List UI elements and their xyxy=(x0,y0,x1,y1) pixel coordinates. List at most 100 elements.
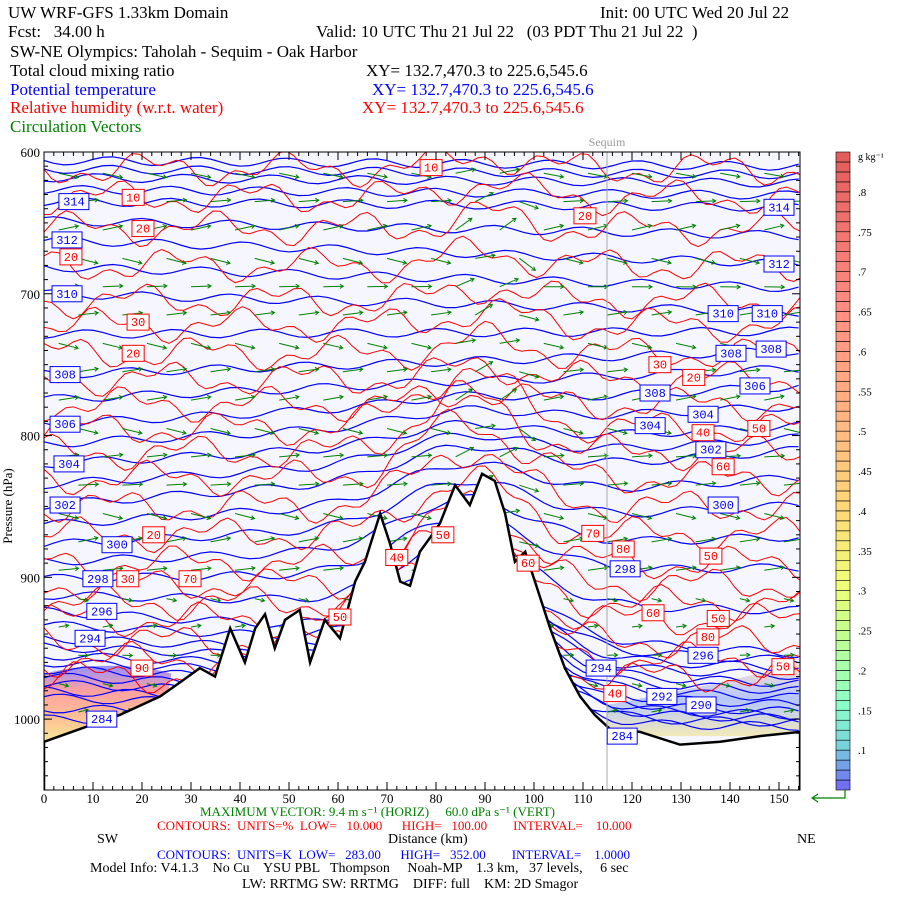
vector-head xyxy=(755,367,761,373)
vector-head xyxy=(84,597,90,603)
wind-vector-arrow-icon xyxy=(455,338,477,344)
vector-head xyxy=(270,197,276,203)
colorbar-units: g kg⁻¹ xyxy=(858,152,884,163)
vector-head xyxy=(559,394,565,400)
vector-shaft xyxy=(676,625,687,628)
vector-shaft xyxy=(58,567,79,571)
vector-head xyxy=(426,515,432,521)
vector-head xyxy=(403,481,408,487)
vector-shaft xyxy=(367,396,388,401)
colorbar-segment xyxy=(835,231,851,243)
vector-shaft xyxy=(631,625,642,628)
wind-vector-arrow-icon xyxy=(58,623,70,629)
vector-head xyxy=(182,366,188,372)
vector-shaft xyxy=(543,224,564,231)
wind-vector-arrow-icon xyxy=(102,283,124,289)
wind-vector-arrow-icon xyxy=(543,565,565,571)
vector-head xyxy=(559,453,565,459)
colorbar-segment xyxy=(835,331,851,342)
vector-head xyxy=(623,367,629,373)
vector-shaft xyxy=(323,567,344,571)
vector-shaft xyxy=(607,482,628,486)
vector-head xyxy=(250,344,256,350)
vector-head xyxy=(402,430,408,436)
theta-label: 294 xyxy=(590,662,612,676)
vector-head xyxy=(691,515,697,521)
colorbar-segment xyxy=(835,779,851,791)
vector-shaft xyxy=(323,225,343,231)
colorbar-label: .45 xyxy=(858,466,872,478)
vector-head xyxy=(427,394,433,400)
wind-vector-arrow-icon xyxy=(323,283,345,289)
vector-head xyxy=(736,453,742,459)
vector-shaft xyxy=(651,311,672,316)
vector-shaft xyxy=(783,427,800,434)
wind-vector-arrow-icon xyxy=(563,367,585,373)
wind-vector-arrow-icon xyxy=(519,314,540,322)
vector-head xyxy=(84,708,89,713)
vector-shaft xyxy=(78,427,98,434)
colorbar-label: .6 xyxy=(858,346,867,358)
colorbar-segment xyxy=(835,490,851,502)
vector-head xyxy=(206,224,212,229)
vector-head xyxy=(427,344,432,350)
wind-vector-arrow-icon xyxy=(675,342,697,350)
wind-vector-arrow-icon xyxy=(695,480,717,486)
colorbar-segment xyxy=(835,530,851,542)
vector-head xyxy=(559,173,565,179)
vector-shaft xyxy=(254,537,275,543)
vector-head xyxy=(295,452,301,458)
vector-head xyxy=(469,277,475,283)
wind-vector-arrow-icon xyxy=(254,257,276,265)
rh-label-box xyxy=(682,368,706,386)
vector-shaft xyxy=(631,683,642,687)
wind-vector-arrow-icon xyxy=(651,597,663,603)
rh-contour xyxy=(44,152,800,188)
vector-shaft xyxy=(631,342,652,349)
rh-label-box xyxy=(771,658,795,676)
wind-vector-arrow-icon xyxy=(607,481,629,487)
vector-shaft xyxy=(342,311,363,316)
vector-head xyxy=(137,430,143,435)
colorbar-segment xyxy=(835,640,851,651)
wind-vector-arrow-icon xyxy=(122,257,143,265)
wind-vector-arrow-icon xyxy=(234,223,256,231)
vector-shaft xyxy=(764,625,775,628)
vector-shaft xyxy=(367,225,388,231)
vector-head xyxy=(137,260,143,265)
vector-shaft xyxy=(474,304,493,316)
vector-shaft xyxy=(499,339,520,344)
wind-vector-arrow-icon xyxy=(122,597,134,603)
vector-shaft xyxy=(367,513,387,519)
theta-contour-310 xyxy=(44,289,799,317)
wind-vector-arrow-icon xyxy=(563,257,584,265)
wind-vector-arrow-icon xyxy=(190,394,212,401)
vector-shaft xyxy=(190,172,211,178)
colorbar-segment xyxy=(835,610,851,621)
forecast-hour: Fcst: 34.00 h xyxy=(8,22,105,41)
vector-head xyxy=(534,316,540,322)
wind-vector-arrow-icon xyxy=(279,283,301,289)
vector-shaft xyxy=(563,368,584,373)
vector-shaft xyxy=(235,285,256,288)
vector-shaft xyxy=(563,427,583,434)
wind-vector-arrow-icon xyxy=(607,367,629,373)
wind-vector-arrow-icon xyxy=(764,394,785,401)
wind-vector-arrow-icon xyxy=(166,257,187,265)
colorbar-segment xyxy=(835,420,851,432)
reference-vector-arrow-icon xyxy=(810,790,846,803)
vector-head xyxy=(513,446,519,452)
vector-head xyxy=(118,452,124,458)
wind-vector-arrow-icon xyxy=(279,565,301,571)
vector-head xyxy=(515,167,521,173)
model-info: Model Info: V4.1.3 No Cu YSU PBL Thompso… xyxy=(90,861,629,876)
theta-label: 284 xyxy=(611,730,633,744)
vector-head xyxy=(514,277,519,283)
wind-vector-arrow-icon xyxy=(783,597,795,603)
wind-vector-arrow-icon xyxy=(764,453,786,459)
theta-label-box xyxy=(101,536,133,554)
vector-head xyxy=(779,223,785,229)
y-axis-label: Pressure (hPa) xyxy=(0,468,15,543)
theta-label: 290 xyxy=(690,699,712,713)
colorbar-segment xyxy=(835,729,851,741)
